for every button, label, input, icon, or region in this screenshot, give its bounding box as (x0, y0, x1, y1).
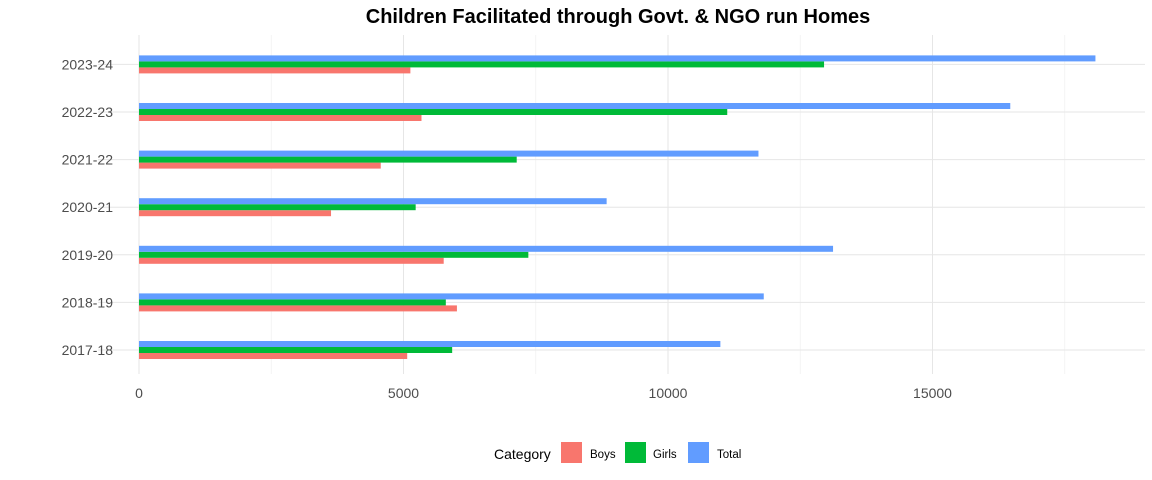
legend-title: Category (494, 446, 551, 462)
y-tick-label: 2023-24 (62, 56, 114, 72)
bar-boys-2020-21 (139, 210, 332, 217)
series-total (139, 55, 1096, 347)
y-tick-label: 2021-22 (62, 152, 114, 168)
bar-total-2018-19 (139, 293, 764, 300)
series-boys (139, 67, 457, 359)
x-tick-label: 5000 (388, 385, 419, 401)
x-tick-label: 0 (135, 385, 143, 401)
bar-boys-2021-22 (139, 162, 381, 169)
bar-total-2020-21 (139, 198, 607, 205)
bar-girls-2019-20 (139, 251, 529, 258)
x-tick-label: 15000 (913, 385, 952, 401)
bar-girls-2023-24 (139, 61, 825, 68)
bar-total-2022-23 (139, 103, 1011, 109)
legend-label-total: Total (717, 449, 741, 461)
bar-boys-2019-20 (139, 257, 444, 264)
x-tick-label: 10000 (649, 385, 688, 401)
legend: Category Boys Girls Total (494, 442, 741, 463)
bar-girls-2017-18 (139, 347, 453, 353)
bar-total-2019-20 (139, 245, 834, 252)
x-axis-tick-labels: 0 5000 10000 15000 (135, 385, 952, 401)
bar-boys-2018-19 (139, 305, 457, 312)
bar-boys-2017-18 (139, 353, 408, 359)
y-tick-label: 2019-20 (62, 247, 114, 263)
legend-key-total (688, 442, 709, 463)
y-tick-label: 2018-19 (62, 294, 114, 310)
bar-total-2021-22 (139, 150, 759, 157)
bar-girls-2018-19 (139, 299, 446, 306)
legend-label-boys: Boys (590, 449, 616, 461)
bar-girls-2021-22 (139, 156, 517, 163)
bar-total-2023-24 (139, 55, 1096, 62)
legend-label-girls: Girls (653, 449, 677, 461)
bars-group (139, 55, 1096, 359)
bar-girls-2020-21 (139, 204, 416, 211)
legend-key-girls (625, 442, 646, 463)
chart-title: Children Facilitated through Govt. & NGO… (366, 6, 870, 28)
bar-boys-2022-23 (139, 115, 422, 121)
legend-key-boys (561, 442, 582, 463)
y-tick-label: 2017-18 (62, 342, 114, 358)
bar-girls-2022-23 (139, 109, 728, 115)
series-girls (139, 61, 825, 353)
y-tick-label: 2022-23 (62, 104, 114, 120)
y-tick-label: 2020-21 (62, 199, 114, 215)
bar-total-2017-18 (139, 341, 721, 347)
y-axis-tick-labels: 2017-18 2018-19 2019-20 2020-21 2021-22 2022-… (62, 56, 114, 358)
bar-boys-2023-24 (139, 67, 411, 74)
